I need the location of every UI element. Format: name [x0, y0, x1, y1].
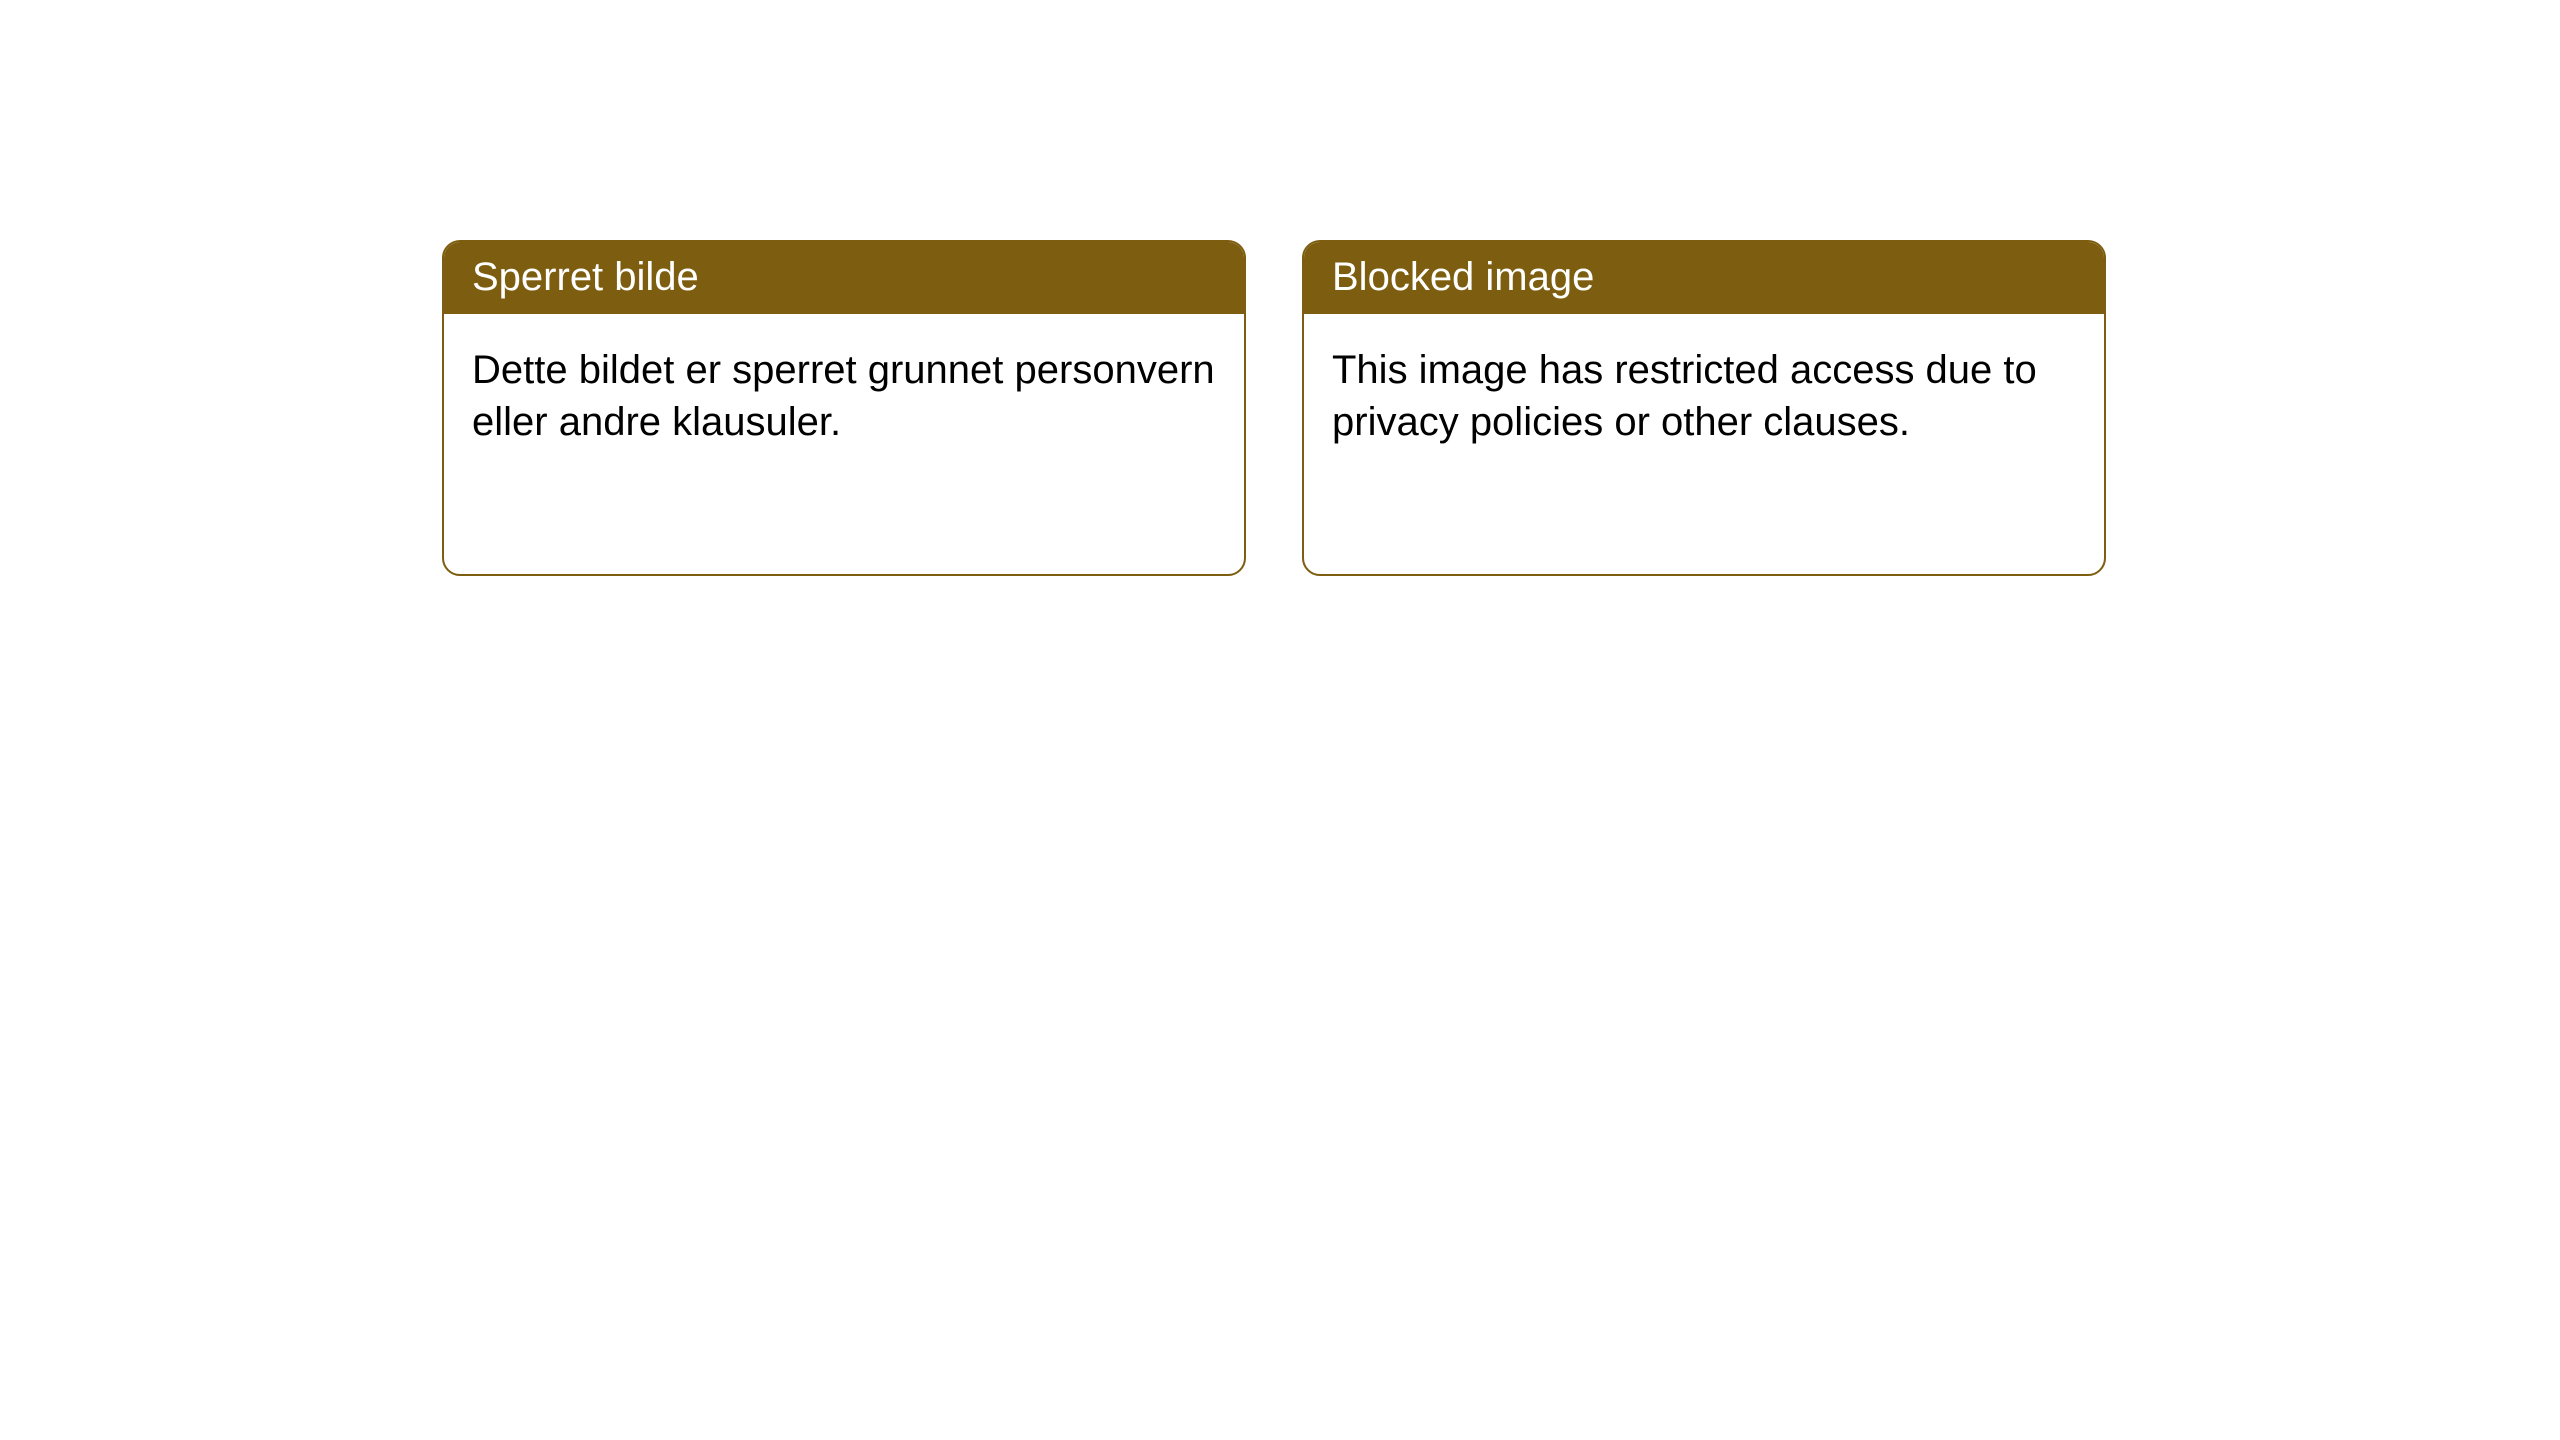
notice-header-en: Blocked image: [1304, 242, 2104, 314]
notice-body-en: This image has restricted access due to …: [1304, 314, 2104, 478]
notice-header-nb: Sperret bilde: [444, 242, 1244, 314]
notice-box-nb: Sperret bilde Dette bildet er sperret gr…: [442, 240, 1246, 576]
notice-container: Sperret bilde Dette bildet er sperret gr…: [0, 0, 2560, 576]
notice-box-en: Blocked image This image has restricted …: [1302, 240, 2106, 576]
notice-body-nb: Dette bildet er sperret grunnet personve…: [444, 314, 1244, 478]
